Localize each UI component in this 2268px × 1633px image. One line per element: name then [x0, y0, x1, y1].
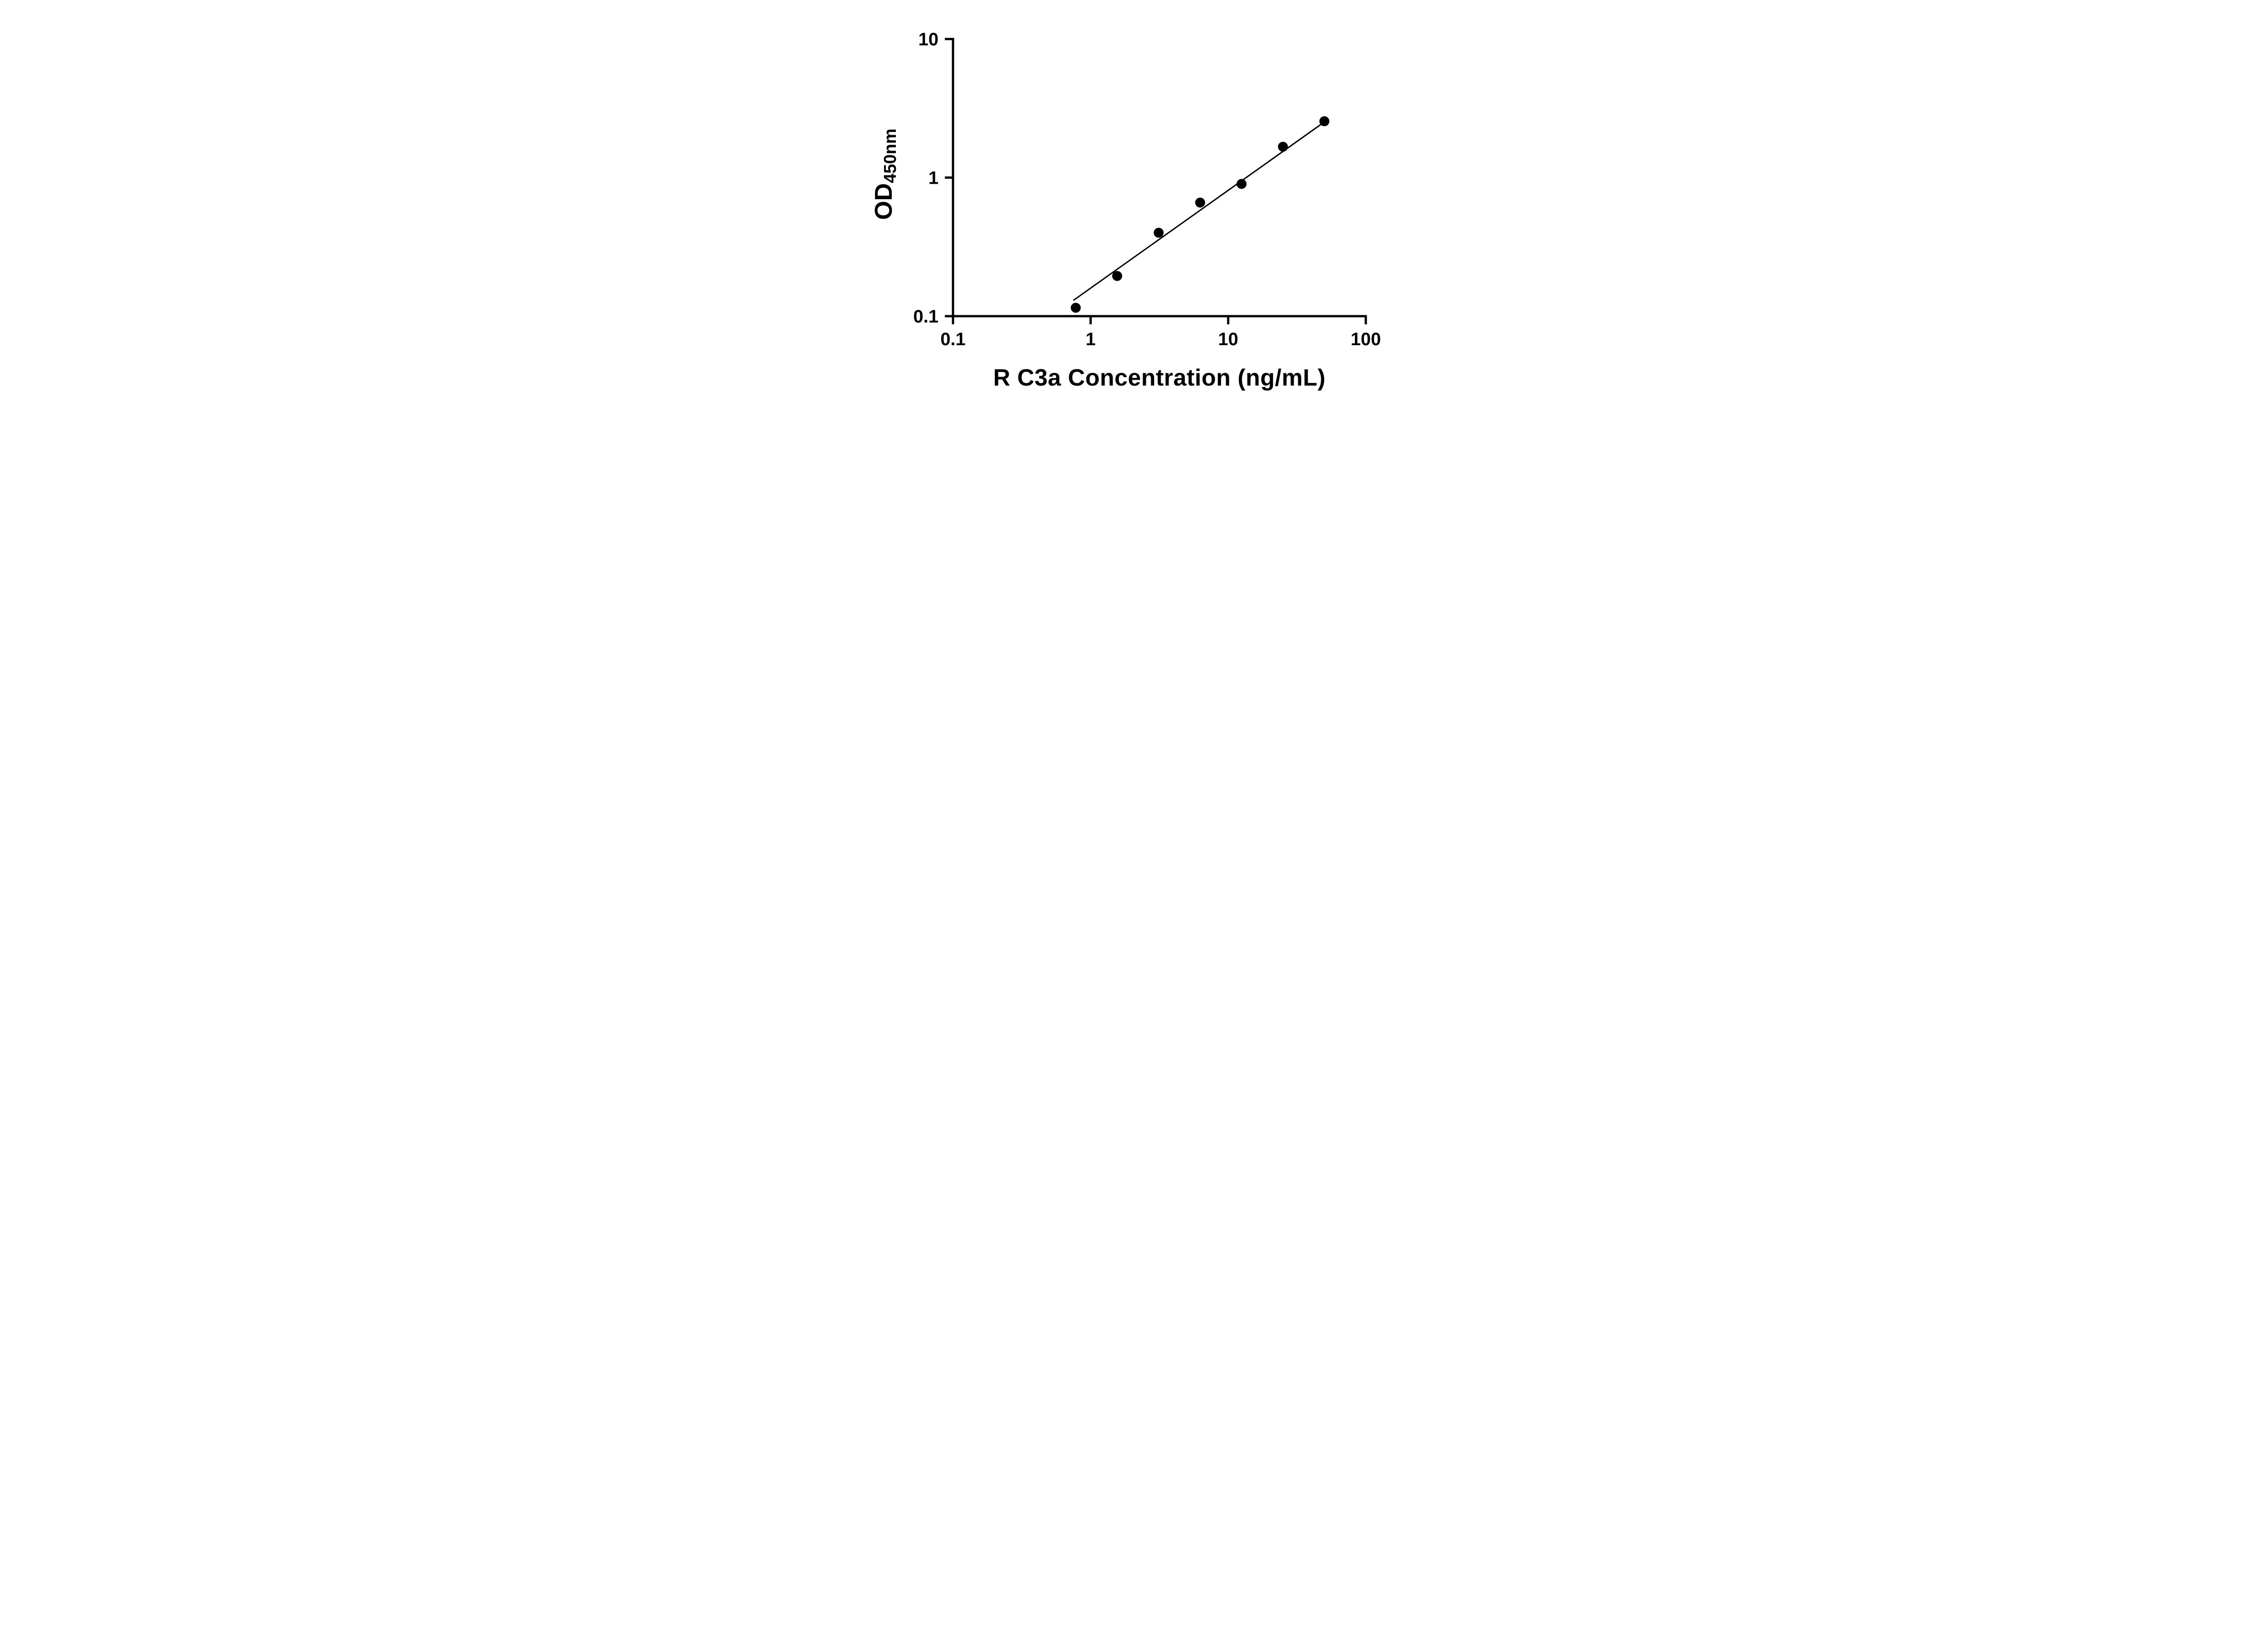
x-axis-title: R C3a Concentration (ng/mL)	[993, 365, 1326, 391]
x-tick-label: 0.1	[940, 329, 966, 349]
data-point	[1154, 228, 1164, 238]
x-tick-label: 100	[1351, 329, 1381, 349]
y-axis-title-main: OD	[870, 183, 897, 220]
data-point	[1278, 142, 1288, 152]
y-tick-label: 1	[929, 168, 938, 188]
y-tick-label: 0.1	[913, 307, 938, 327]
data-point	[1112, 271, 1122, 281]
x-tick-label: 1	[1085, 329, 1095, 349]
chart-canvas: 0.1 1 10 100 0.1 1 10	[913, 29, 1381, 349]
data-point	[1237, 179, 1247, 189]
y-axis-title-sub: 450nm	[881, 128, 900, 183]
y-axis-title: OD450nm	[870, 128, 900, 220]
elisa-standard-curve-figure: 0.1 1 10 100 0.1 1 10 OD450nm R C3a Concentrat…	[848, 0, 1420, 408]
data-point	[1070, 303, 1081, 313]
x-tick-label: 10	[1218, 329, 1238, 349]
data-point	[1319, 116, 1330, 127]
y-tick-label: 10	[919, 29, 939, 49]
data-point	[1195, 197, 1205, 208]
